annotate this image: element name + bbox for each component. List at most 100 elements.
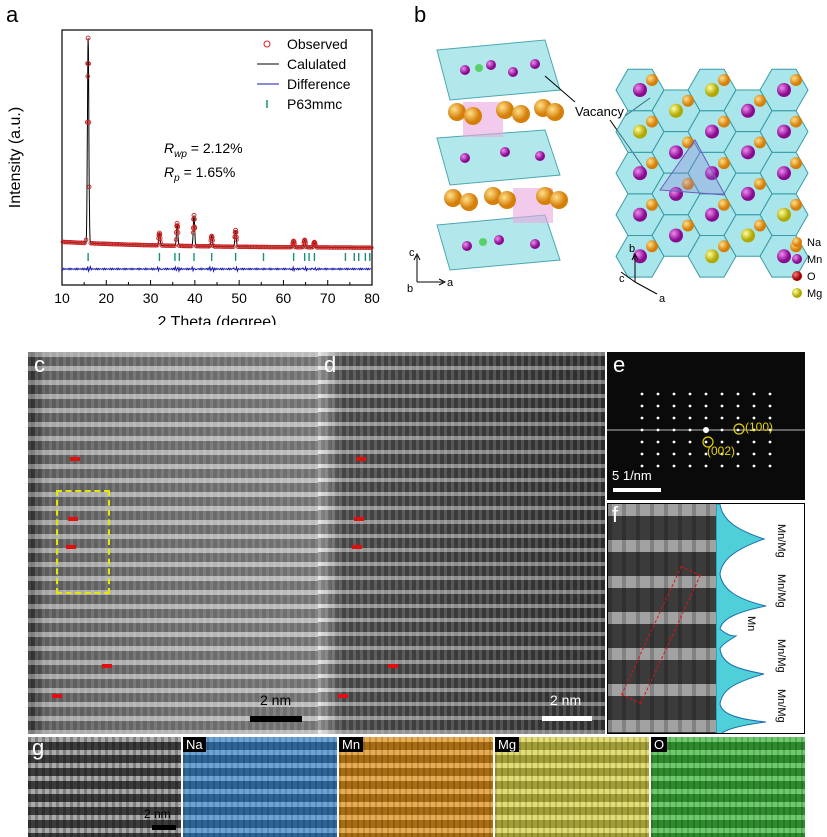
na-atom bbox=[646, 74, 658, 86]
observed-point bbox=[218, 244, 224, 249]
fft-spot bbox=[688, 452, 692, 456]
observed-point bbox=[350, 245, 355, 250]
fft-spot bbox=[704, 440, 708, 444]
observed-point bbox=[69, 240, 75, 245]
observed-point bbox=[162, 243, 168, 248]
profile-label-2: Mn/Mg bbox=[775, 574, 787, 608]
observed-point bbox=[65, 239, 70, 245]
na-atom bbox=[646, 240, 658, 253]
line-profile: Mn/Mg Mn/Mg Mn Mn/Mg Mn/Mg bbox=[716, 504, 787, 733]
na-atom bbox=[718, 115, 730, 128]
observed-point bbox=[243, 244, 249, 250]
observed-point bbox=[265, 244, 270, 250]
observed-point bbox=[121, 242, 126, 247]
observed-point bbox=[238, 244, 244, 250]
fft-spot bbox=[672, 416, 676, 420]
observed-point bbox=[125, 242, 131, 247]
fft-spot bbox=[688, 416, 692, 420]
na-atom bbox=[682, 219, 694, 232]
observed-point bbox=[344, 245, 349, 250]
haadf-map: g 2 nm bbox=[28, 737, 181, 837]
observed-point bbox=[283, 244, 289, 250]
mn-atom bbox=[633, 207, 647, 222]
observed-point bbox=[312, 241, 318, 247]
fft-spot bbox=[688, 428, 692, 432]
observed-point bbox=[276, 244, 281, 250]
mn-atom bbox=[741, 103, 755, 118]
x-tick-label: 40 bbox=[187, 290, 203, 306]
observed-point bbox=[147, 242, 152, 248]
fft-spot bbox=[720, 452, 724, 456]
eds-map-label: O bbox=[651, 737, 668, 752]
fft-spot bbox=[688, 464, 692, 468]
observed-point bbox=[226, 244, 231, 249]
observed-point bbox=[198, 243, 204, 249]
observed-point bbox=[174, 220, 180, 226]
observed-point bbox=[223, 244, 228, 249]
observed-point bbox=[116, 242, 121, 247]
observed-point bbox=[262, 244, 267, 250]
observed-point bbox=[131, 242, 137, 248]
observed-point bbox=[336, 245, 342, 250]
annotation-rp: Rp = 1.65% bbox=[164, 164, 235, 184]
fft-image-e: e (100) (002) 5 1/nm bbox=[607, 352, 805, 500]
legend-entry: Observed bbox=[287, 36, 348, 52]
observed-point bbox=[221, 244, 227, 249]
vacancy-triangle bbox=[659, 139, 726, 196]
fft-spot bbox=[752, 428, 756, 432]
observed-point bbox=[191, 216, 197, 222]
fft-spot bbox=[704, 464, 708, 468]
mg-atom bbox=[633, 124, 647, 139]
profile-label-5: Mn/Mg bbox=[775, 689, 787, 723]
fft-spot bbox=[736, 428, 740, 432]
observed-point bbox=[159, 243, 165, 248]
legend-atom-mn bbox=[792, 254, 802, 264]
observed-point bbox=[86, 119, 92, 125]
fft-spot bbox=[736, 464, 740, 468]
crystal-structure-figure: c b a Vacancy b c a Na Mn O Mg bbox=[407, 39, 822, 305]
side-axis-c: c bbox=[409, 247, 415, 259]
fft-spot bbox=[736, 452, 740, 456]
fft-spot bbox=[704, 416, 708, 420]
observed-point bbox=[190, 230, 196, 235]
na-atom bbox=[718, 74, 730, 86]
side-view-structure: c b a bbox=[407, 39, 568, 295]
observed-point bbox=[97, 241, 103, 246]
na-atom bbox=[718, 157, 730, 170]
zoom-stem-f: f bbox=[608, 504, 716, 733]
fft-spot bbox=[704, 392, 708, 396]
observed-point bbox=[76, 240, 81, 245]
observed-point bbox=[141, 242, 146, 248]
observed-point bbox=[237, 244, 242, 250]
observed-point bbox=[139, 242, 145, 248]
fft-spot bbox=[656, 404, 660, 408]
observed-point bbox=[207, 243, 213, 248]
observed-point bbox=[170, 243, 176, 248]
observed-point bbox=[233, 234, 239, 240]
observed-point bbox=[192, 225, 198, 231]
fft-spot bbox=[720, 440, 724, 444]
observed-point bbox=[266, 244, 272, 250]
observed-point bbox=[302, 238, 308, 244]
observed-point bbox=[215, 244, 221, 249]
x-tick-label: 70 bbox=[320, 290, 336, 306]
observed-point bbox=[181, 243, 187, 249]
observed-point bbox=[321, 245, 326, 250]
observed-point bbox=[164, 243, 169, 248]
panel-label-c: c bbox=[34, 352, 45, 377]
observed-point bbox=[86, 184, 92, 190]
observed-point bbox=[105, 241, 111, 247]
observed-point bbox=[291, 241, 297, 247]
fft-scalebar bbox=[613, 488, 661, 492]
observed-point bbox=[145, 242, 151, 248]
atom-legend: Na Mn O Mg bbox=[792, 237, 822, 300]
fft-spot bbox=[640, 452, 644, 456]
legend-entry: Difference bbox=[287, 76, 351, 92]
observed-point bbox=[307, 245, 312, 250]
mn-atom bbox=[777, 124, 791, 139]
observed-point bbox=[117, 242, 123, 247]
fft-spot bbox=[640, 392, 644, 396]
observed-point bbox=[246, 244, 252, 250]
observed-point bbox=[214, 244, 219, 249]
fft-spot bbox=[656, 428, 660, 432]
